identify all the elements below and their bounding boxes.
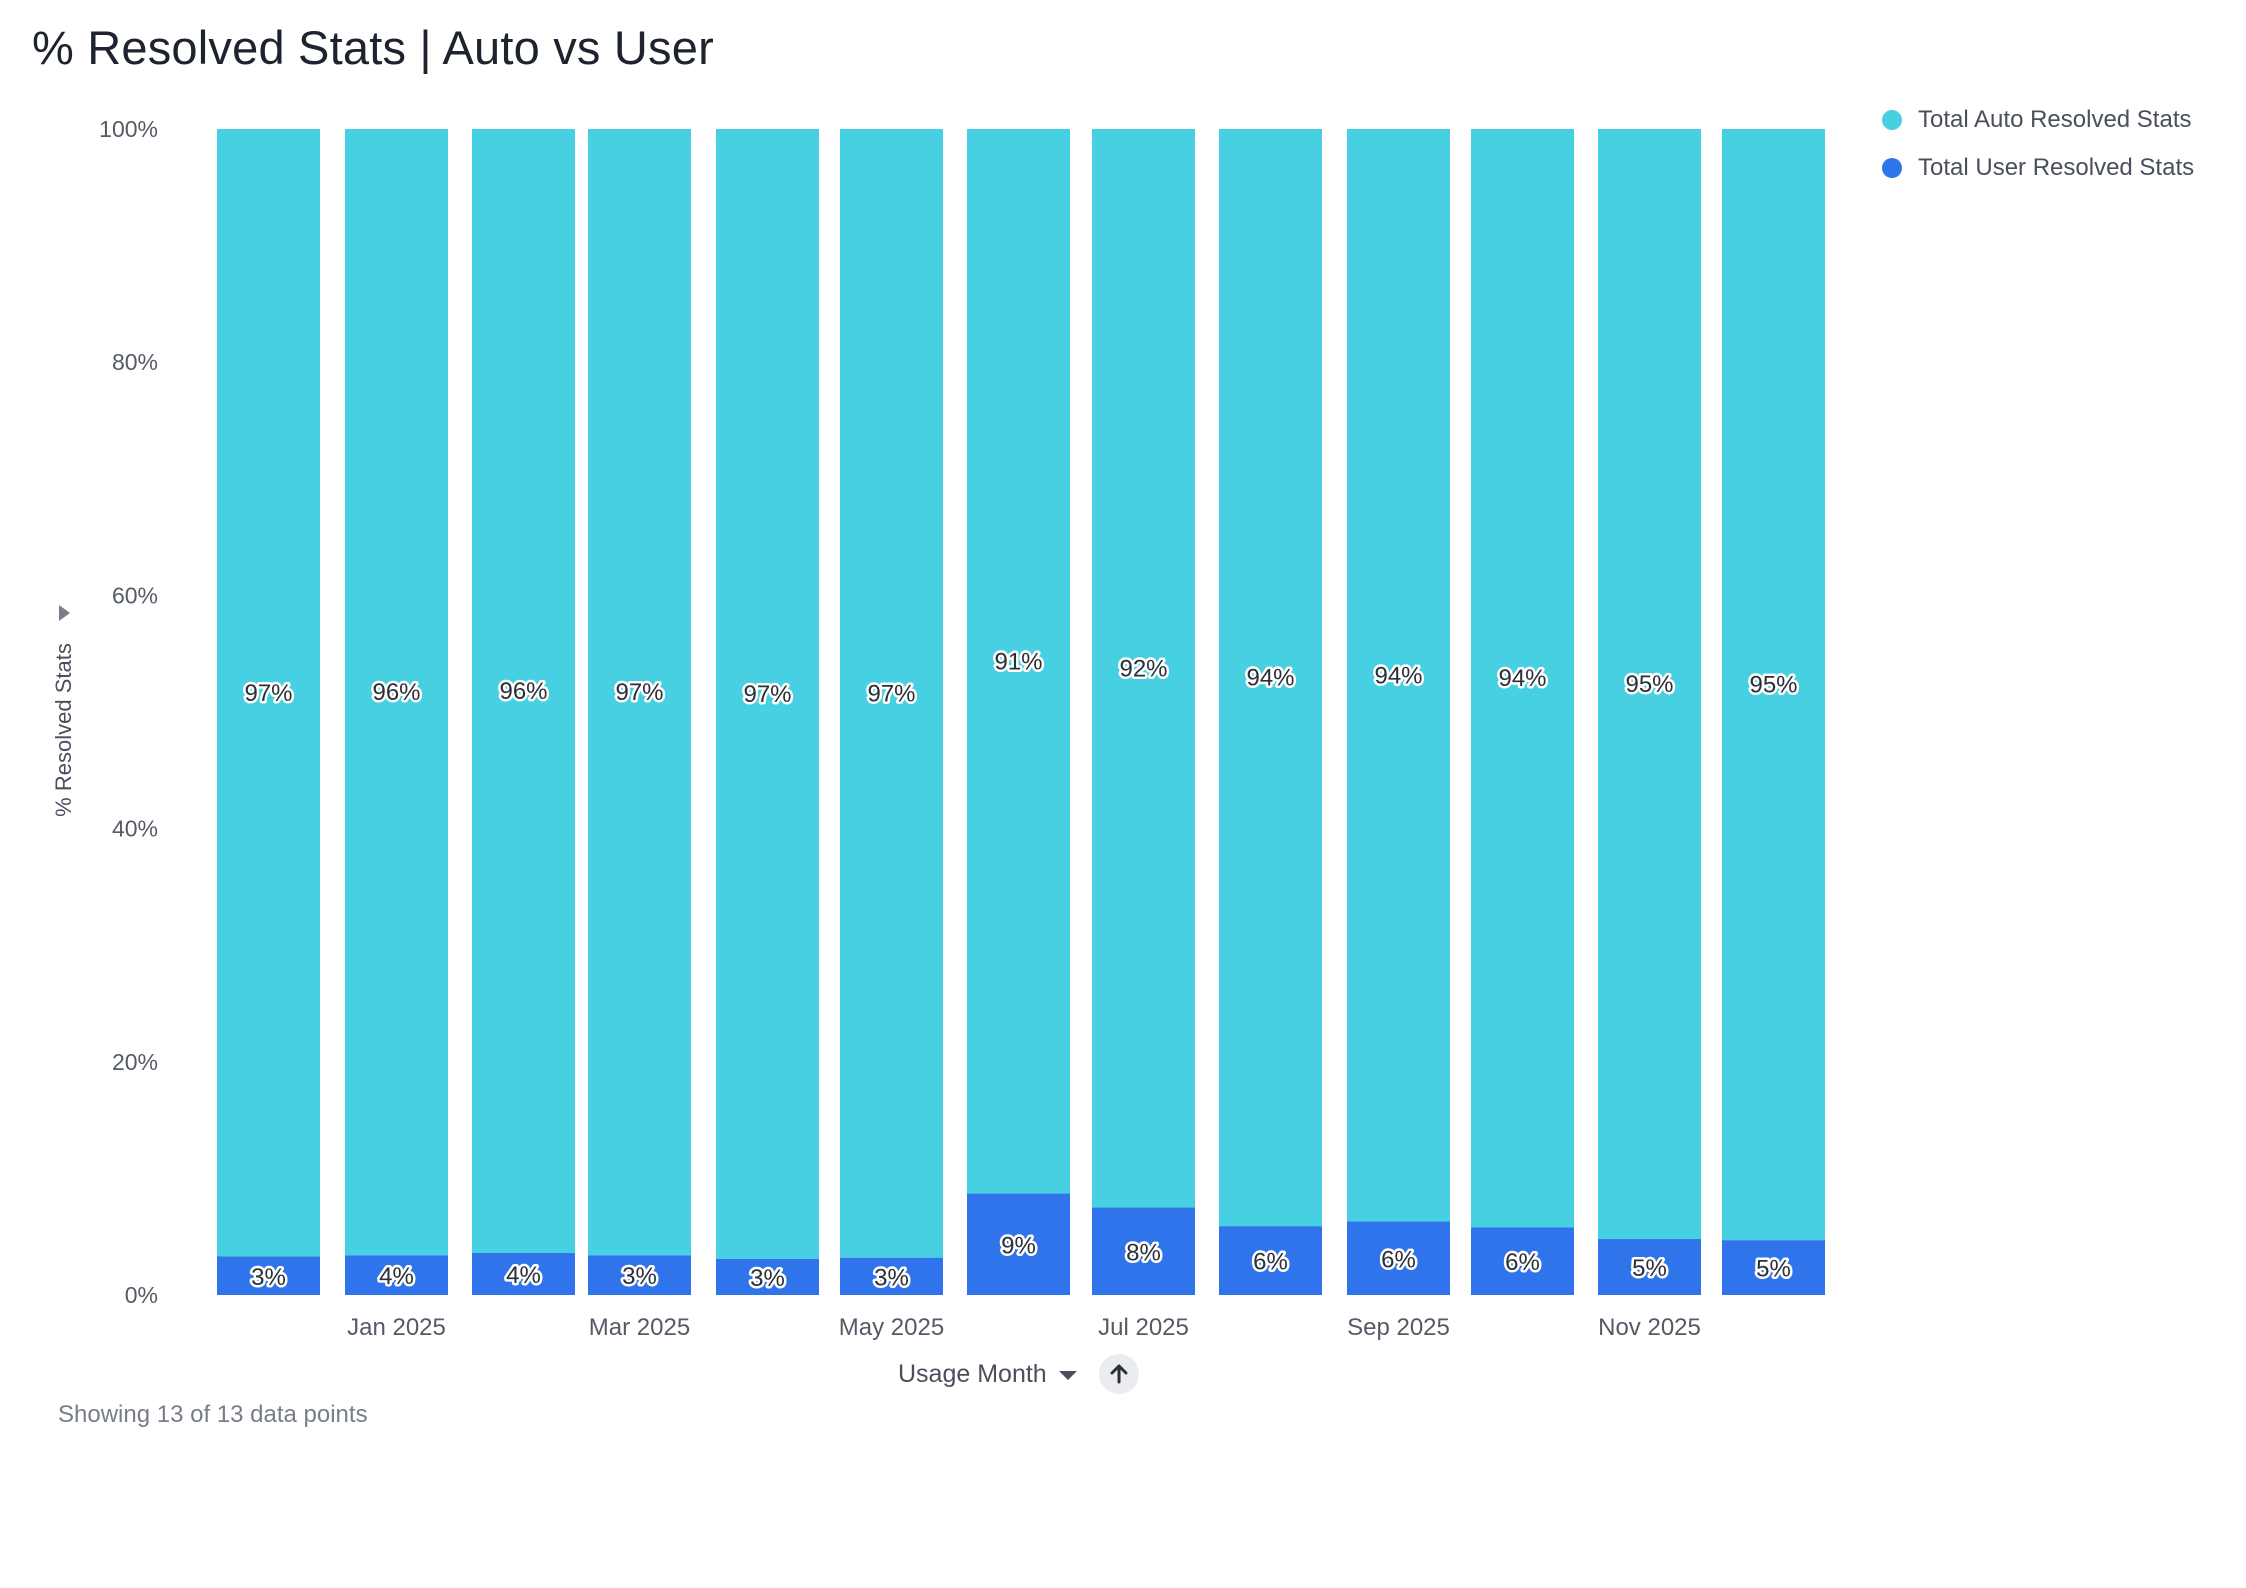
caret-down-icon[interactable] [1058,1371,1077,1380]
x-axis-title-label[interactable]: Usage Month [898,1359,1047,1388]
data-label-user: 6% [1253,1249,1288,1276]
y-axis-title-label: % Resolved Stats [51,643,76,817]
data-label-auto: 94% [1498,665,1546,692]
legend-label-auto: Total Auto Resolved Stats [1918,106,2192,133]
y-tick-label: 60% [112,582,158,608]
y-tick-label: 80% [112,349,158,375]
chart-title: % Resolved Stats | Auto vs User [32,21,714,74]
bar-user-resolved[interactable] [967,1193,1070,1295]
bar-auto-resolved[interactable] [1092,129,1195,1208]
x-axis-title: Usage Month [898,1354,1139,1394]
data-label-user: 5% [1632,1255,1667,1282]
bar-auto-resolved[interactable] [217,129,320,1257]
x-tick-label: Jan 2025 [347,1314,446,1341]
bar-user-resolved[interactable] [1219,1226,1322,1295]
bar-user-resolved[interactable] [217,1256,320,1295]
data-label-auto: 97% [615,679,663,706]
data-label-user: 4% [506,1262,541,1289]
bar-user-resolved[interactable] [1722,1240,1825,1295]
data-label-user: 3% [622,1263,657,1290]
data-label-auto: 92% [1119,655,1167,682]
y-tick-label: 100% [99,116,158,142]
data-label-auto: 95% [1749,672,1797,699]
data-label-user: 3% [251,1264,286,1291]
data-label-auto: 97% [244,680,292,707]
y-tick-label: 40% [112,816,158,842]
data-label-user: 3% [874,1264,909,1291]
bar-auto-resolved[interactable] [1598,129,1701,1240]
data-label-user: 6% [1381,1246,1416,1273]
data-label-auto: 95% [1625,671,1673,698]
bar-user-resolved[interactable] [1471,1227,1574,1295]
x-tick-label: Mar 2025 [589,1314,690,1341]
bar-auto-resolved[interactable] [1347,129,1450,1222]
legend-item-auto[interactable]: Total Auto Resolved Stats [1882,96,2194,144]
legend-swatch-auto [1882,110,1902,130]
data-label-auto: 97% [867,680,915,707]
bar-user-resolved[interactable] [588,1255,691,1295]
bar-auto-resolved[interactable] [588,129,691,1256]
bar-user-resolved[interactable] [1347,1221,1450,1295]
data-label-user: 4% [379,1263,414,1290]
data-label-auto: 91% [994,648,1042,675]
legend-label-user: Total User Resolved Stats [1918,154,2195,181]
bar-user-resolved[interactable] [472,1253,575,1295]
legend: Total Auto Resolved Stats Total User Res… [1882,96,2194,192]
legend-item-user[interactable]: Total User Resolved Stats [1882,144,2194,192]
sort-ascending-button[interactable] [1098,1354,1139,1394]
data-label-user: 6% [1505,1249,1540,1276]
bar-auto-resolved[interactable] [967,129,1070,1194]
bar-auto-resolved[interactable] [840,129,943,1258]
x-tick-label: Jul 2025 [1098,1314,1189,1341]
bar-auto-resolved[interactable] [472,129,575,1254]
arrow-up-icon [1110,1364,1128,1384]
data-label-auto: 94% [1374,662,1422,689]
bar-auto-resolved[interactable] [345,129,448,1256]
bar-user-resolved[interactable] [345,1255,448,1295]
bar-auto-resolved[interactable] [1471,129,1574,1228]
data-label-auto: 96% [372,679,420,706]
data-points-note: Showing 13 of 13 data points [58,1401,368,1428]
legend-swatch-user [1882,158,1902,178]
bar-auto-resolved[interactable] [1219,129,1322,1227]
y-tick-label: 0% [125,1282,158,1308]
data-label-user: 3% [750,1265,785,1292]
bar-user-resolved[interactable] [840,1257,943,1295]
bar-user-resolved[interactable] [716,1258,819,1295]
data-label-auto: 94% [1246,665,1294,692]
y-tick-label: 20% [112,1049,158,1075]
x-tick-label: May 2025 [839,1314,944,1341]
bar-user-resolved[interactable] [1092,1207,1195,1295]
bar-auto-resolved[interactable] [716,129,819,1259]
data-label-user: 5% [1756,1256,1791,1283]
data-label-user: 9% [1001,1232,1036,1259]
bar-user-resolved[interactable] [1598,1239,1701,1295]
x-tick-label: Sep 2025 [1347,1314,1450,1341]
data-label-auto: 96% [499,678,547,705]
caret-right-icon[interactable] [59,605,70,621]
x-tick-label: Nov 2025 [1598,1314,1701,1341]
data-label-user: 8% [1126,1239,1161,1266]
data-label-auto: 97% [743,681,791,708]
bar-auto-resolved[interactable] [1722,129,1825,1241]
y-axis-title[interactable]: % Resolved Stats [51,605,76,817]
